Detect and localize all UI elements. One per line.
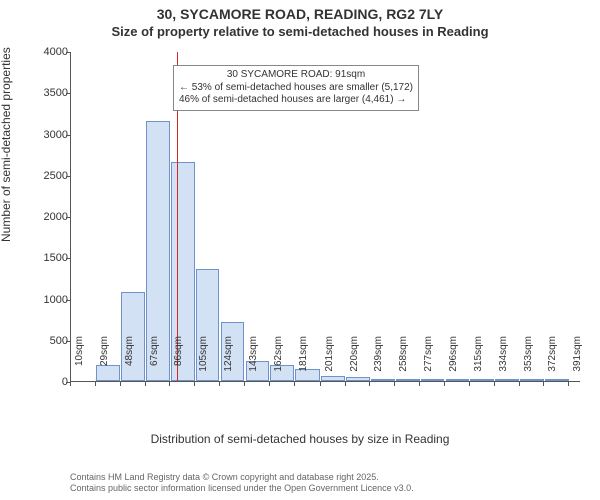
x-tick-label: 86sqm	[173, 336, 184, 386]
x-tick-mark	[70, 382, 71, 386]
y-tick-label: 500	[30, 335, 68, 347]
y-axis-label: Number of semi-detached properties	[0, 47, 13, 242]
x-tick-mark	[120, 382, 121, 386]
y-tick-label: 4000	[30, 46, 68, 58]
x-tick-label: 10sqm	[74, 336, 85, 386]
x-tick-label: 105sqm	[198, 336, 209, 386]
y-tick-mark	[66, 52, 70, 53]
plot-area: 30 SYCAMORE ROAD: 91sqm← 53% of semi-det…	[70, 52, 580, 382]
y-tick-mark	[66, 258, 70, 259]
x-tick-label: 143sqm	[248, 336, 259, 386]
x-tick-mark	[244, 382, 245, 386]
y-tick-label: 2000	[30, 211, 68, 223]
y-tick-label: 1000	[30, 294, 68, 306]
y-tick-mark	[66, 135, 70, 136]
x-tick-mark	[294, 382, 295, 386]
x-tick-mark	[519, 382, 520, 386]
x-tick-mark	[394, 382, 395, 386]
x-tick-mark	[345, 382, 346, 386]
x-tick-mark	[169, 382, 170, 386]
x-tick-mark	[95, 382, 96, 386]
x-tick-label: 201sqm	[324, 336, 335, 386]
x-tick-label: 334sqm	[498, 336, 509, 386]
x-tick-label: 124sqm	[223, 336, 234, 386]
y-tick-mark	[66, 93, 70, 94]
x-tick-label: 315sqm	[473, 336, 484, 386]
y-tick-mark	[66, 300, 70, 301]
x-tick-mark	[444, 382, 445, 386]
x-tick-label: 48sqm	[124, 336, 135, 386]
y-tick-label: 0	[30, 376, 68, 388]
x-tick-label: 67sqm	[149, 336, 160, 386]
footer-attribution: Contains HM Land Registry data © Crown c…	[70, 472, 414, 495]
x-tick-label: 239sqm	[373, 336, 384, 386]
y-tick-label: 1500	[30, 252, 68, 264]
x-tick-label: 296sqm	[448, 336, 459, 386]
x-tick-mark	[494, 382, 495, 386]
chart-title-line2: Size of property relative to semi-detach…	[0, 24, 600, 39]
y-tick-mark	[66, 217, 70, 218]
chart-container: Number of semi-detached properties 30 SY…	[0, 42, 600, 442]
annotation-box: 30 SYCAMORE ROAD: 91sqm← 53% of semi-det…	[173, 65, 419, 111]
annotation-line: 46% of semi-detached houses are larger (…	[179, 94, 413, 107]
y-tick-label: 3000	[30, 129, 68, 141]
x-tick-mark	[194, 382, 195, 386]
x-tick-label: 277sqm	[423, 336, 434, 386]
y-tick-label: 2500	[30, 170, 68, 182]
x-tick-mark	[145, 382, 146, 386]
x-tick-mark	[568, 382, 569, 386]
x-tick-label: 372sqm	[547, 336, 558, 386]
x-axis-label: Distribution of semi-detached houses by …	[0, 432, 600, 446]
y-tick-label: 3500	[30, 87, 68, 99]
x-tick-mark	[269, 382, 270, 386]
x-tick-mark	[469, 382, 470, 386]
footer-line-2: Contains public sector information licen…	[70, 483, 414, 494]
x-tick-mark	[543, 382, 544, 386]
x-tick-label: 391sqm	[572, 336, 583, 386]
x-tick-mark	[419, 382, 420, 386]
y-tick-mark	[66, 176, 70, 177]
chart-title-line1: 30, SYCAMORE ROAD, READING, RG2 7LY	[0, 6, 600, 22]
x-tick-label: 29sqm	[99, 336, 110, 386]
footer-line-1: Contains HM Land Registry data © Crown c…	[70, 472, 414, 483]
x-tick-label: 162sqm	[273, 336, 284, 386]
y-tick-mark	[66, 341, 70, 342]
x-tick-mark	[219, 382, 220, 386]
x-tick-mark	[320, 382, 321, 386]
annotation-line: 30 SYCAMORE ROAD: 91sqm	[179, 69, 413, 82]
x-tick-label: 220sqm	[349, 336, 360, 386]
chart-title-block: 30, SYCAMORE ROAD, READING, RG2 7LY Size…	[0, 0, 600, 39]
x-tick-label: 353sqm	[523, 336, 534, 386]
x-tick-label: 181sqm	[298, 336, 309, 386]
annotation-line: ← 53% of semi-detached houses are smalle…	[179, 82, 413, 95]
x-tick-label: 258sqm	[398, 336, 409, 386]
x-tick-mark	[369, 382, 370, 386]
